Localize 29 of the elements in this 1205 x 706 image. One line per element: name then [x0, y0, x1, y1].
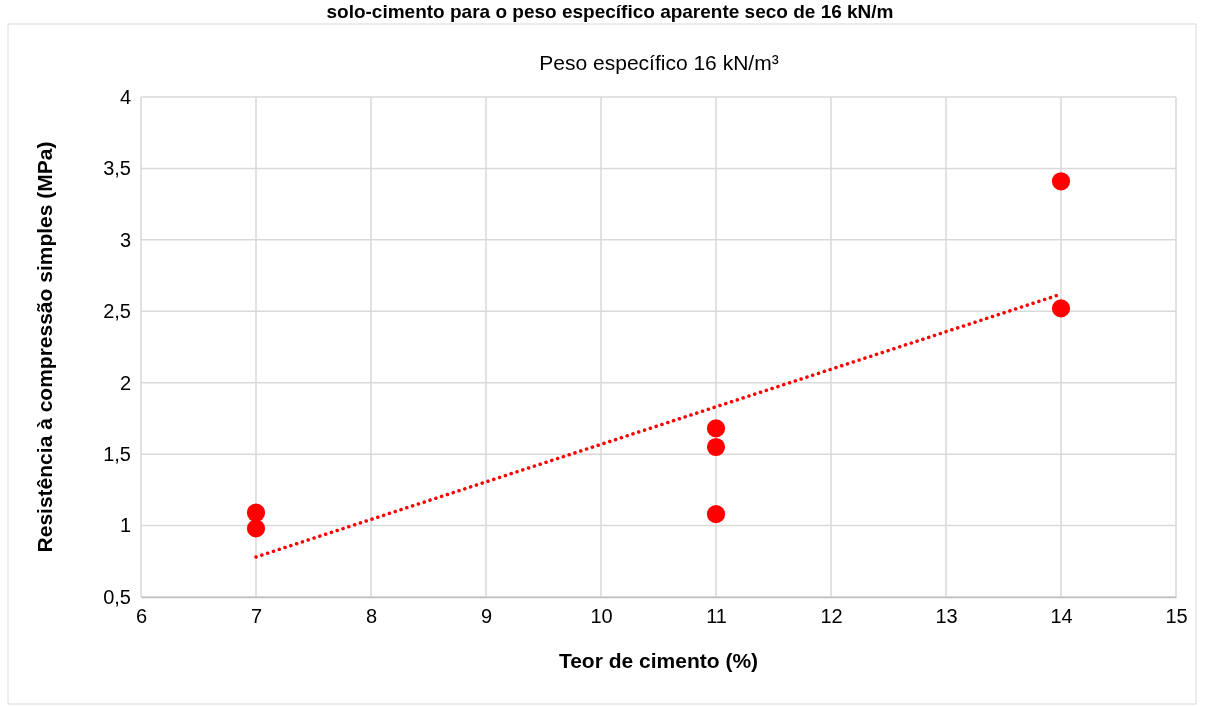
x-tick-label: 10 — [590, 605, 613, 628]
point — [706, 419, 726, 438]
x-tick-label: 13 — [935, 605, 958, 628]
y-tick-label: 1 — [119, 514, 131, 537]
point — [706, 437, 726, 457]
point — [246, 519, 266, 538]
point — [1051, 172, 1071, 191]
x-tick-label: 8 — [365, 605, 378, 628]
x-tick-label: 6 — [135, 605, 148, 628]
x-tick-label: 7 — [250, 605, 263, 628]
y-tick-label: 2 — [119, 371, 131, 394]
x-tick-label: 11 — [706, 605, 727, 628]
point — [246, 503, 266, 522]
y-tick-label: 4 — [119, 85, 131, 108]
point — [1051, 299, 1071, 318]
chart-title: Peso específico 16 kN/m³ — [539, 51, 779, 74]
y-tick-label: 2,5 — [103, 300, 131, 323]
y-tick-label: 1,5 — [103, 443, 131, 466]
x-axis-title: Teor de cimento (%) — [558, 649, 759, 672]
x-tick-label: 15 — [1165, 605, 1188, 628]
y-tick-label: 0,5 — [103, 585, 131, 608]
y-tick-label: 3 — [119, 228, 131, 251]
x-tick-label: 14 — [1050, 605, 1073, 628]
y-axis-title: Resistência à compressão simples (MPa) — [33, 141, 56, 553]
text: solo-cimento para o peso específico aparente seco de 16 kN/m — [326, 1, 894, 22]
point — [706, 505, 726, 524]
x-tick-label: 12 — [820, 605, 843, 628]
y-tick-label: 3,5 — [103, 157, 131, 180]
x-tick-label: 9 — [480, 605, 493, 628]
